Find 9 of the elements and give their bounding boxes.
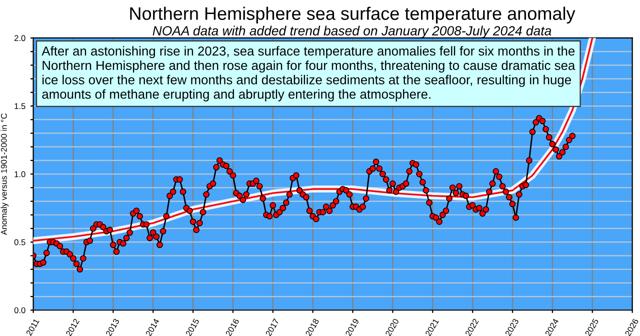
chart-title: Northern Hemisphere sea surface temperature anomaly bbox=[130, 6, 576, 24]
y-tick-label: 0.5 bbox=[14, 239, 26, 246]
y-tick-label: 1.5 bbox=[14, 103, 26, 110]
y-tick-label: 0.0 bbox=[14, 307, 26, 314]
y-axis-title: Anomaly versus 1901-2000 in °C bbox=[0, 113, 8, 235]
annotation: After an astonishing rise in 2023, sea surface temperature anomalies fell for six months in the Northern Hemisphere and then rose again for four months, threatening to cause dramatic sea ice loss over the next few months and destabilize sediments at the seafloor, resulting in huge amounts of methane erupting and abruptly entering the atmosphere. bbox=[42, 46, 576, 102]
y-tick-label: 2.0 bbox=[14, 35, 26, 42]
y-tick-label: 1.0 bbox=[14, 171, 26, 178]
chart-subtitle: NOAA data with added trend based on January 2008-July 2024 data bbox=[152, 26, 552, 38]
